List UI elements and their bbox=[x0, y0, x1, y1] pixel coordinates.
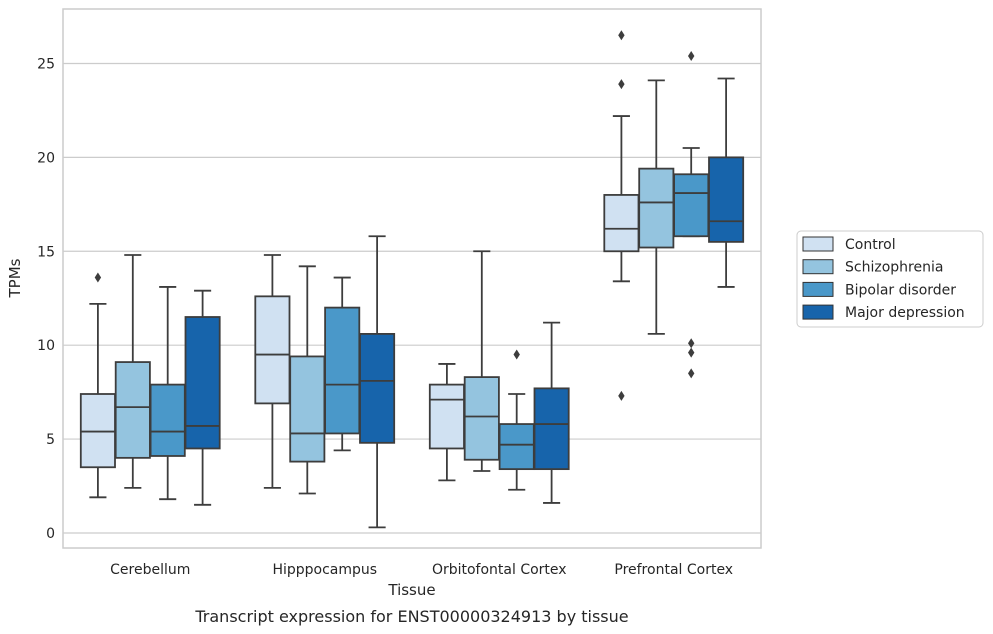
box-hipppocampus-bipolar-disorder-iqr-box bbox=[324, 306, 361, 435]
x-tick-label-prefrontal-cortex: Prefrontal Cortex bbox=[614, 562, 733, 578]
legend-swatch-schizophrenia bbox=[802, 259, 834, 275]
box-prefrontal-cortex-bipolar-disorder-outlier bbox=[688, 338, 695, 349]
box-hipppocampus-major-depression bbox=[359, 235, 396, 529]
legend-frame bbox=[796, 230, 984, 328]
y-axis-ticks: 0 5 10 15 20 25 bbox=[37, 56, 55, 542]
box-cerebellum-schizophrenia bbox=[114, 254, 151, 489]
box-orbitofontal-cortex-major-depression-iqr-box bbox=[533, 387, 570, 471]
y-tick-label: 20 bbox=[37, 150, 55, 166]
box-prefrontal-cortex-bipolar-disorder-outlier bbox=[688, 368, 695, 379]
box-hipppocampus-major-depression-iqr-box bbox=[359, 333, 396, 444]
box-cerebellum-bipolar-disorder bbox=[149, 286, 186, 501]
legend-swatch-major-depression bbox=[802, 304, 834, 320]
y-tick-label: 10 bbox=[37, 338, 55, 354]
box-prefrontal-cortex-bipolar-disorder-outlier bbox=[688, 347, 695, 358]
legend-label-control: Control bbox=[845, 237, 896, 253]
box-prefrontal-cortex-control-outlier bbox=[618, 390, 625, 401]
box-prefrontal-cortex-bipolar-disorder bbox=[673, 50, 710, 379]
box-orbitofontal-cortex-major-depression bbox=[533, 321, 570, 504]
box-orbitofontal-cortex-control bbox=[428, 363, 465, 482]
box-hipppocampus-control-iqr-box bbox=[254, 295, 291, 405]
box-cerebellum-bipolar-disorder-iqr-box bbox=[149, 383, 186, 457]
box-orbitofontal-cortex-control-iqr-box bbox=[428, 383, 465, 450]
box-cerebellum-major-depression-iqr-box bbox=[184, 316, 221, 450]
x-axis-ticks: Cerebellum Hipppocampus Orbitofontal Corte… bbox=[110, 562, 733, 578]
box-orbitofontal-cortex-schizophrenia bbox=[463, 250, 500, 472]
box-prefrontal-cortex-major-depression-iqr-box bbox=[708, 156, 745, 243]
x-axis-label: Tissue bbox=[387, 581, 435, 599]
chart-caption: Transcript expression for ENST0000032491… bbox=[194, 607, 628, 626]
y-tick-label: 0 bbox=[46, 526, 55, 542]
box-cerebellum-control-iqr-box bbox=[79, 393, 116, 469]
plot-area bbox=[63, 9, 761, 548]
box-cerebellum-schizophrenia-iqr-box bbox=[114, 361, 151, 459]
y-tick-label: 5 bbox=[46, 432, 55, 448]
box-prefrontal-cortex-control-iqr-box bbox=[603, 194, 640, 253]
box-orbitofontal-cortex-schizophrenia-iqr-box bbox=[463, 376, 500, 461]
box-groups bbox=[79, 30, 745, 529]
box-prefrontal-cortex-control bbox=[603, 30, 640, 401]
box-cerebellum-major-depression bbox=[184, 289, 221, 506]
legend-swatch-bipolar-disorder bbox=[802, 281, 834, 297]
box-prefrontal-cortex-schizophrenia-iqr-box bbox=[638, 167, 675, 249]
legend: Control Schizophrenia Bipolar disorder Majo… bbox=[796, 230, 984, 328]
x-tick-label-orbitofontal-cortex: Orbitofontal Cortex bbox=[432, 562, 567, 578]
x-tick-label-hipppocampus: Hipppocampus bbox=[272, 562, 377, 578]
legend-label-bipolar-disorder: Bipolar disorder bbox=[845, 282, 956, 298]
legend-label-major-depression: Major depression bbox=[845, 305, 965, 321]
box-hipppocampus-schizophrenia-iqr-box bbox=[289, 355, 326, 463]
y-axis-label: TPMs bbox=[6, 258, 24, 298]
box-prefrontal-cortex-bipolar-disorder-iqr-box bbox=[673, 173, 710, 238]
box-orbitofontal-cortex-bipolar-disorder-outlier bbox=[513, 349, 520, 360]
y-tick-label: 15 bbox=[37, 244, 55, 260]
box-cerebellum-control-outlier bbox=[94, 272, 102, 283]
box-prefrontal-cortex-control-outlier bbox=[618, 79, 625, 90]
box-hipppocampus-control bbox=[254, 254, 291, 489]
legend-swatch-control bbox=[802, 236, 834, 252]
box-prefrontal-cortex-bipolar-disorder-outlier bbox=[688, 50, 695, 61]
y-tick-label: 25 bbox=[37, 56, 55, 72]
box-hipppocampus-bipolar-disorder bbox=[324, 276, 361, 452]
box-orbitofontal-cortex-bipolar-disorder-iqr-box bbox=[498, 423, 535, 471]
box-prefrontal-cortex-control-outlier bbox=[618, 30, 625, 41]
box-prefrontal-cortex-major-depression bbox=[708, 77, 745, 288]
plot-frame bbox=[62, 8, 762, 549]
legend-label-schizophrenia: Schizophrenia bbox=[845, 260, 943, 276]
x-tick-label-cerebellum: Cerebellum bbox=[110, 562, 190, 578]
